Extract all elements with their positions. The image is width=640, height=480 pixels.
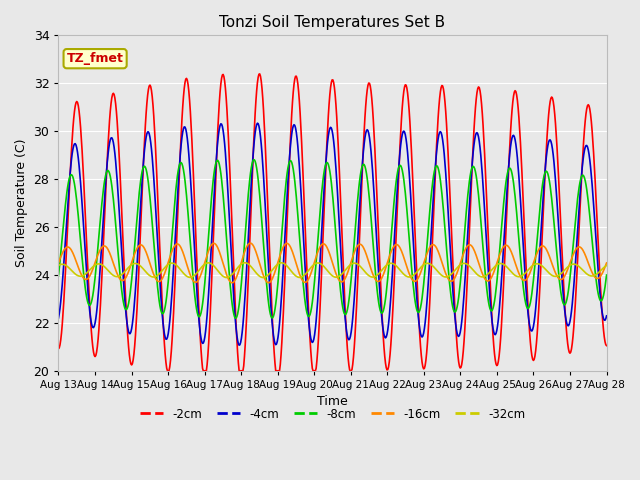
-8cm [54, 273, 62, 279]
X-axis label: Time: Time [317, 396, 348, 408]
Line: -4cm: -4cm [58, 123, 607, 345]
-2cm [164, 368, 172, 373]
-4cm [177, 150, 184, 156]
-16cm [65, 244, 72, 250]
-16cm [417, 270, 424, 276]
Title: Tonzi Soil Temperatures Set B: Tonzi Soil Temperatures Set B [220, 15, 445, 30]
-2cm [417, 344, 424, 349]
-4cm [603, 313, 611, 319]
Text: TZ_fmet: TZ_fmet [67, 52, 124, 65]
-2cm [65, 208, 72, 214]
Y-axis label: Soil Temperature (C): Soil Temperature (C) [15, 139, 28, 267]
-16cm [247, 240, 255, 246]
-32cm [417, 265, 424, 271]
Line: -32cm: -32cm [58, 263, 607, 277]
-32cm [259, 275, 267, 280]
-8cm [603, 272, 611, 278]
Line: -16cm: -16cm [58, 243, 607, 283]
-8cm [417, 304, 424, 310]
-32cm [241, 260, 248, 265]
-16cm [603, 260, 611, 266]
-2cm [603, 343, 611, 348]
-4cm [65, 192, 72, 198]
-16cm [205, 246, 213, 252]
-4cm [236, 342, 243, 348]
-16cm [228, 280, 236, 286]
-16cm [177, 244, 184, 250]
-32cm [177, 267, 184, 273]
-2cm [401, 84, 408, 90]
Line: -2cm: -2cm [58, 74, 607, 371]
-8cm [205, 221, 213, 227]
-8cm [401, 183, 408, 189]
-4cm [205, 277, 213, 283]
-8cm [121, 305, 129, 311]
-8cm [232, 315, 239, 321]
-2cm [121, 278, 129, 284]
-2cm [256, 71, 264, 77]
Line: -8cm: -8cm [58, 160, 607, 318]
-32cm [121, 269, 129, 275]
-8cm [177, 160, 184, 166]
-4cm [253, 120, 261, 126]
-4cm [121, 297, 129, 302]
-8cm [250, 157, 257, 163]
-4cm [417, 331, 424, 336]
-32cm [65, 264, 72, 270]
-32cm [54, 263, 62, 268]
-32cm [205, 260, 213, 266]
-8cm [65, 180, 72, 186]
Legend: -2cm, -4cm, -8cm, -16cm, -32cm: -2cm, -4cm, -8cm, -16cm, -32cm [135, 403, 530, 425]
-16cm [54, 260, 62, 266]
-32cm [603, 263, 611, 268]
-4cm [401, 129, 408, 135]
-2cm [206, 312, 214, 318]
-32cm [401, 272, 408, 278]
-16cm [121, 276, 129, 282]
-4cm [54, 315, 62, 321]
-2cm [54, 346, 62, 352]
-2cm [177, 131, 185, 136]
-16cm [401, 257, 408, 263]
